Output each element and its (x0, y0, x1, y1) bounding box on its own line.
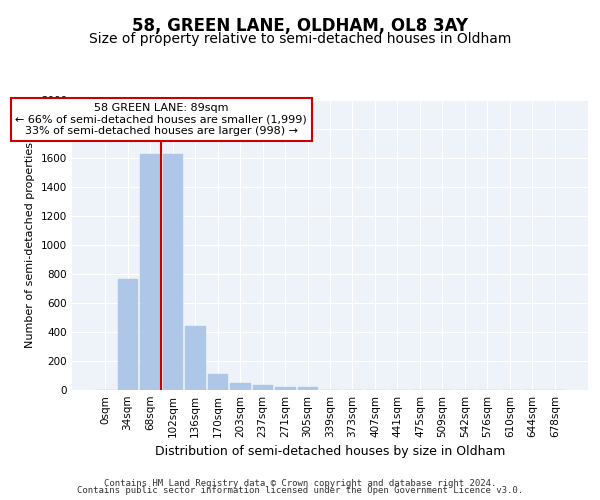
Bar (185, 326, 205, 390)
Bar (275, 387, 295, 390)
X-axis label: Distribution of semi-detached houses by size in Oldham: Distribution of semi-detached houses by … (155, 446, 505, 458)
Text: 58, GREEN LANE, OLDHAM, OL8 3AY: 58, GREEN LANE, OLDHAM, OL8 3AY (132, 18, 468, 36)
Bar (298, 387, 317, 390)
Bar (230, 383, 250, 390)
Bar (253, 385, 272, 390)
Text: Contains HM Land Registry data © Crown copyright and database right 2024.: Contains HM Land Registry data © Crown c… (104, 478, 496, 488)
Bar (118, 279, 137, 390)
Text: 58 GREEN LANE: 89sqm
← 66% of semi-detached houses are smaller (1,999)
33% of se: 58 GREEN LANE: 89sqm ← 66% of semi-detac… (16, 103, 307, 136)
Bar (208, 374, 227, 390)
Text: Contains public sector information licensed under the Open Government Licence v3: Contains public sector information licen… (77, 486, 523, 495)
Text: Size of property relative to semi-detached houses in Oldham: Size of property relative to semi-detach… (89, 32, 511, 46)
Bar (163, 154, 182, 390)
Y-axis label: Number of semi-detached properties: Number of semi-detached properties (25, 142, 35, 348)
Bar (140, 154, 160, 390)
